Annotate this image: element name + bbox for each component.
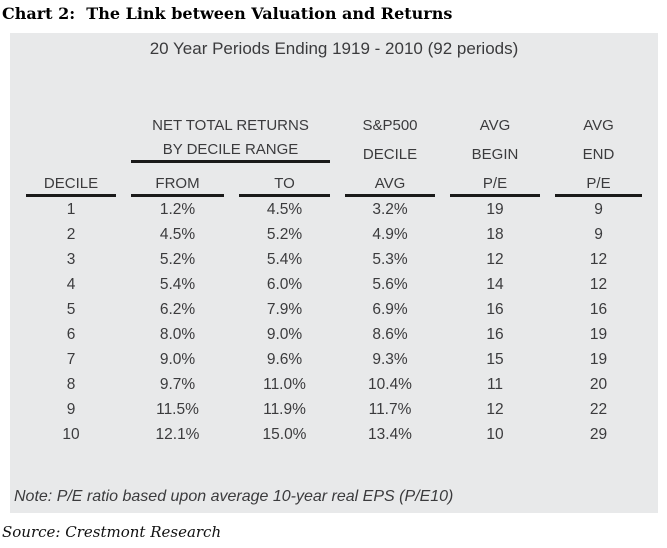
table-row: 2 4.5% 5.2% 4.9% 18 9 xyxy=(26,222,642,247)
table-cell: 15.0% xyxy=(262,425,307,443)
table-row: 6 8.0% 9.0% 8.6% 16 19 xyxy=(26,322,642,347)
header-row-3: DECILE FROM TO AVG P/E P/E xyxy=(26,163,642,197)
table-row: 4 5.4% 6.0% 5.6% 14 12 xyxy=(26,272,642,297)
table-cell: 9.0% xyxy=(159,350,196,368)
table-cell: 9 xyxy=(594,200,603,218)
table-cell: 6 xyxy=(66,325,76,343)
table-cell: 10.4% xyxy=(368,375,412,393)
table-cell: 10 xyxy=(62,425,80,443)
table-cell: 12 xyxy=(589,250,608,268)
table-cell: 16 xyxy=(486,325,504,343)
header-sp500-line1: S&P500 xyxy=(362,117,418,134)
table-cell: 11.5% xyxy=(156,400,199,418)
table-cell: 4 xyxy=(66,275,76,293)
table-cell: 12 xyxy=(486,250,504,268)
table-cell: 11 xyxy=(486,375,504,393)
header-returns-line1: NET TOTAL RETURNS xyxy=(152,117,309,134)
header-end-line2: END xyxy=(582,146,615,163)
table-cell: 5.3% xyxy=(372,250,408,268)
table-row: 8 9.7% 11.0% 10.4% 11 20 xyxy=(26,372,642,397)
table-cell: 19 xyxy=(486,200,504,218)
table-cell: 16 xyxy=(589,300,608,318)
table-cell: 29 xyxy=(589,425,608,443)
table-cell: 13.4% xyxy=(368,425,412,443)
table-cell: 10 xyxy=(486,425,504,443)
table-cell: 8.0% xyxy=(159,325,196,343)
table-cell: 4.5% xyxy=(266,200,303,218)
page-title: Chart 2: The Link between Valuation and … xyxy=(2,4,453,23)
table-row: 10 12.1% 15.0% 13.4% 10 29 xyxy=(26,422,642,447)
header-returns-line2: BY DECILE RANGE xyxy=(131,134,330,163)
table-cell: 9.6% xyxy=(266,350,303,368)
table-cell: 9.7% xyxy=(159,375,196,393)
table-cell: 8.6% xyxy=(372,325,408,343)
table-cell: 5.4% xyxy=(266,250,303,268)
table-cell: 11.7% xyxy=(368,400,412,418)
table-cell: 7.9% xyxy=(266,300,303,318)
table-cell: 9.3% xyxy=(372,350,408,368)
header-from: FROM xyxy=(131,163,224,197)
table-cell: 5 xyxy=(66,300,76,318)
table-cell: 7 xyxy=(66,350,76,368)
header-sp500-line2: DECILE xyxy=(362,146,418,163)
table-cell: 19 xyxy=(589,350,608,368)
header-end-pe: P/E xyxy=(555,163,642,197)
header-decile: DECILE xyxy=(26,163,116,197)
header-row-2: BY DECILE RANGE DECILE BEGIN END xyxy=(26,134,642,163)
header-avg: AVG xyxy=(345,163,435,197)
table-subtitle: 20 Year Periods Ending 1919 - 2010 (92 p… xyxy=(149,39,519,58)
table-cell: 5.4% xyxy=(159,275,196,293)
table-cell: 3.2% xyxy=(372,200,408,218)
table-row: 7 9.0% 9.6% 9.3% 15 19 xyxy=(26,347,642,372)
table-cell: 22 xyxy=(589,400,608,418)
header-spacer xyxy=(26,112,116,134)
table-cell: 5.2% xyxy=(159,250,196,268)
table-cell: 9.0% xyxy=(266,325,303,343)
table-row: 1 1.2% 4.5% 3.2% 19 9 xyxy=(26,197,642,222)
table-body: 1 1.2% 4.5% 3.2% 19 9 2 4.5% 5.2% 4.9% 18 9 3 5.2% 5.4… xyxy=(26,197,642,447)
table-cell: 9 xyxy=(594,225,603,243)
source-credit: Source: Crestmont Research xyxy=(2,523,222,541)
header-begin-pe: P/E xyxy=(450,163,540,197)
table-cell: 1.2% xyxy=(159,200,196,218)
table-cell: 20 xyxy=(589,375,608,393)
header-begin-line1: AVG xyxy=(479,117,511,134)
table-cell: 18 xyxy=(486,225,504,243)
header-spacer xyxy=(26,134,116,163)
header-to: TO xyxy=(239,163,330,197)
table-cell: 6.9% xyxy=(372,300,408,318)
table-row: 5 6.2% 7.9% 6.9% 16 16 xyxy=(26,297,642,322)
table-cell: 2 xyxy=(66,225,76,243)
table-cell: 12 xyxy=(486,400,504,418)
table-cell: 14 xyxy=(486,275,504,293)
table-cell: 6.0% xyxy=(266,275,303,293)
table-panel: 20 Year Periods Ending 1919 - 2010 (92 p… xyxy=(10,33,658,513)
table-cell: 3 xyxy=(66,250,76,268)
table-cell: 11.9% xyxy=(263,400,306,418)
table-cell: 5.2% xyxy=(266,225,303,243)
table-row: 3 5.2% 5.4% 5.3% 12 12 xyxy=(26,247,642,272)
table-cell: 4.9% xyxy=(372,225,408,243)
table-cell: 4.5% xyxy=(159,225,196,243)
table-cell: 12.1% xyxy=(155,425,200,443)
table-cell: 5.6% xyxy=(372,275,408,293)
table-cell: 15 xyxy=(486,350,504,368)
table-cell: 12 xyxy=(589,275,608,293)
header-begin-line2: BEGIN xyxy=(471,146,519,163)
table-cell: 6.2% xyxy=(159,300,196,318)
header-end-line1: AVG xyxy=(583,117,614,134)
table-cell: 11.0% xyxy=(263,375,306,393)
table-cell: 16 xyxy=(486,300,504,318)
table-cell: 9 xyxy=(66,400,76,418)
table-row: 9 11.5% 11.9% 11.7% 12 22 xyxy=(26,397,642,422)
table-cell: 8 xyxy=(66,375,76,393)
pe-note: Note: P/E ratio based upon average 10-ye… xyxy=(14,488,454,505)
table-cell: 19 xyxy=(589,325,608,343)
valuation-returns-table: NET TOTAL RETURNS S&P500 AVG AVG BY DECI… xyxy=(11,112,657,447)
header-row-1: NET TOTAL RETURNS S&P500 AVG AVG xyxy=(26,112,642,134)
table-cell: 1 xyxy=(66,200,76,218)
